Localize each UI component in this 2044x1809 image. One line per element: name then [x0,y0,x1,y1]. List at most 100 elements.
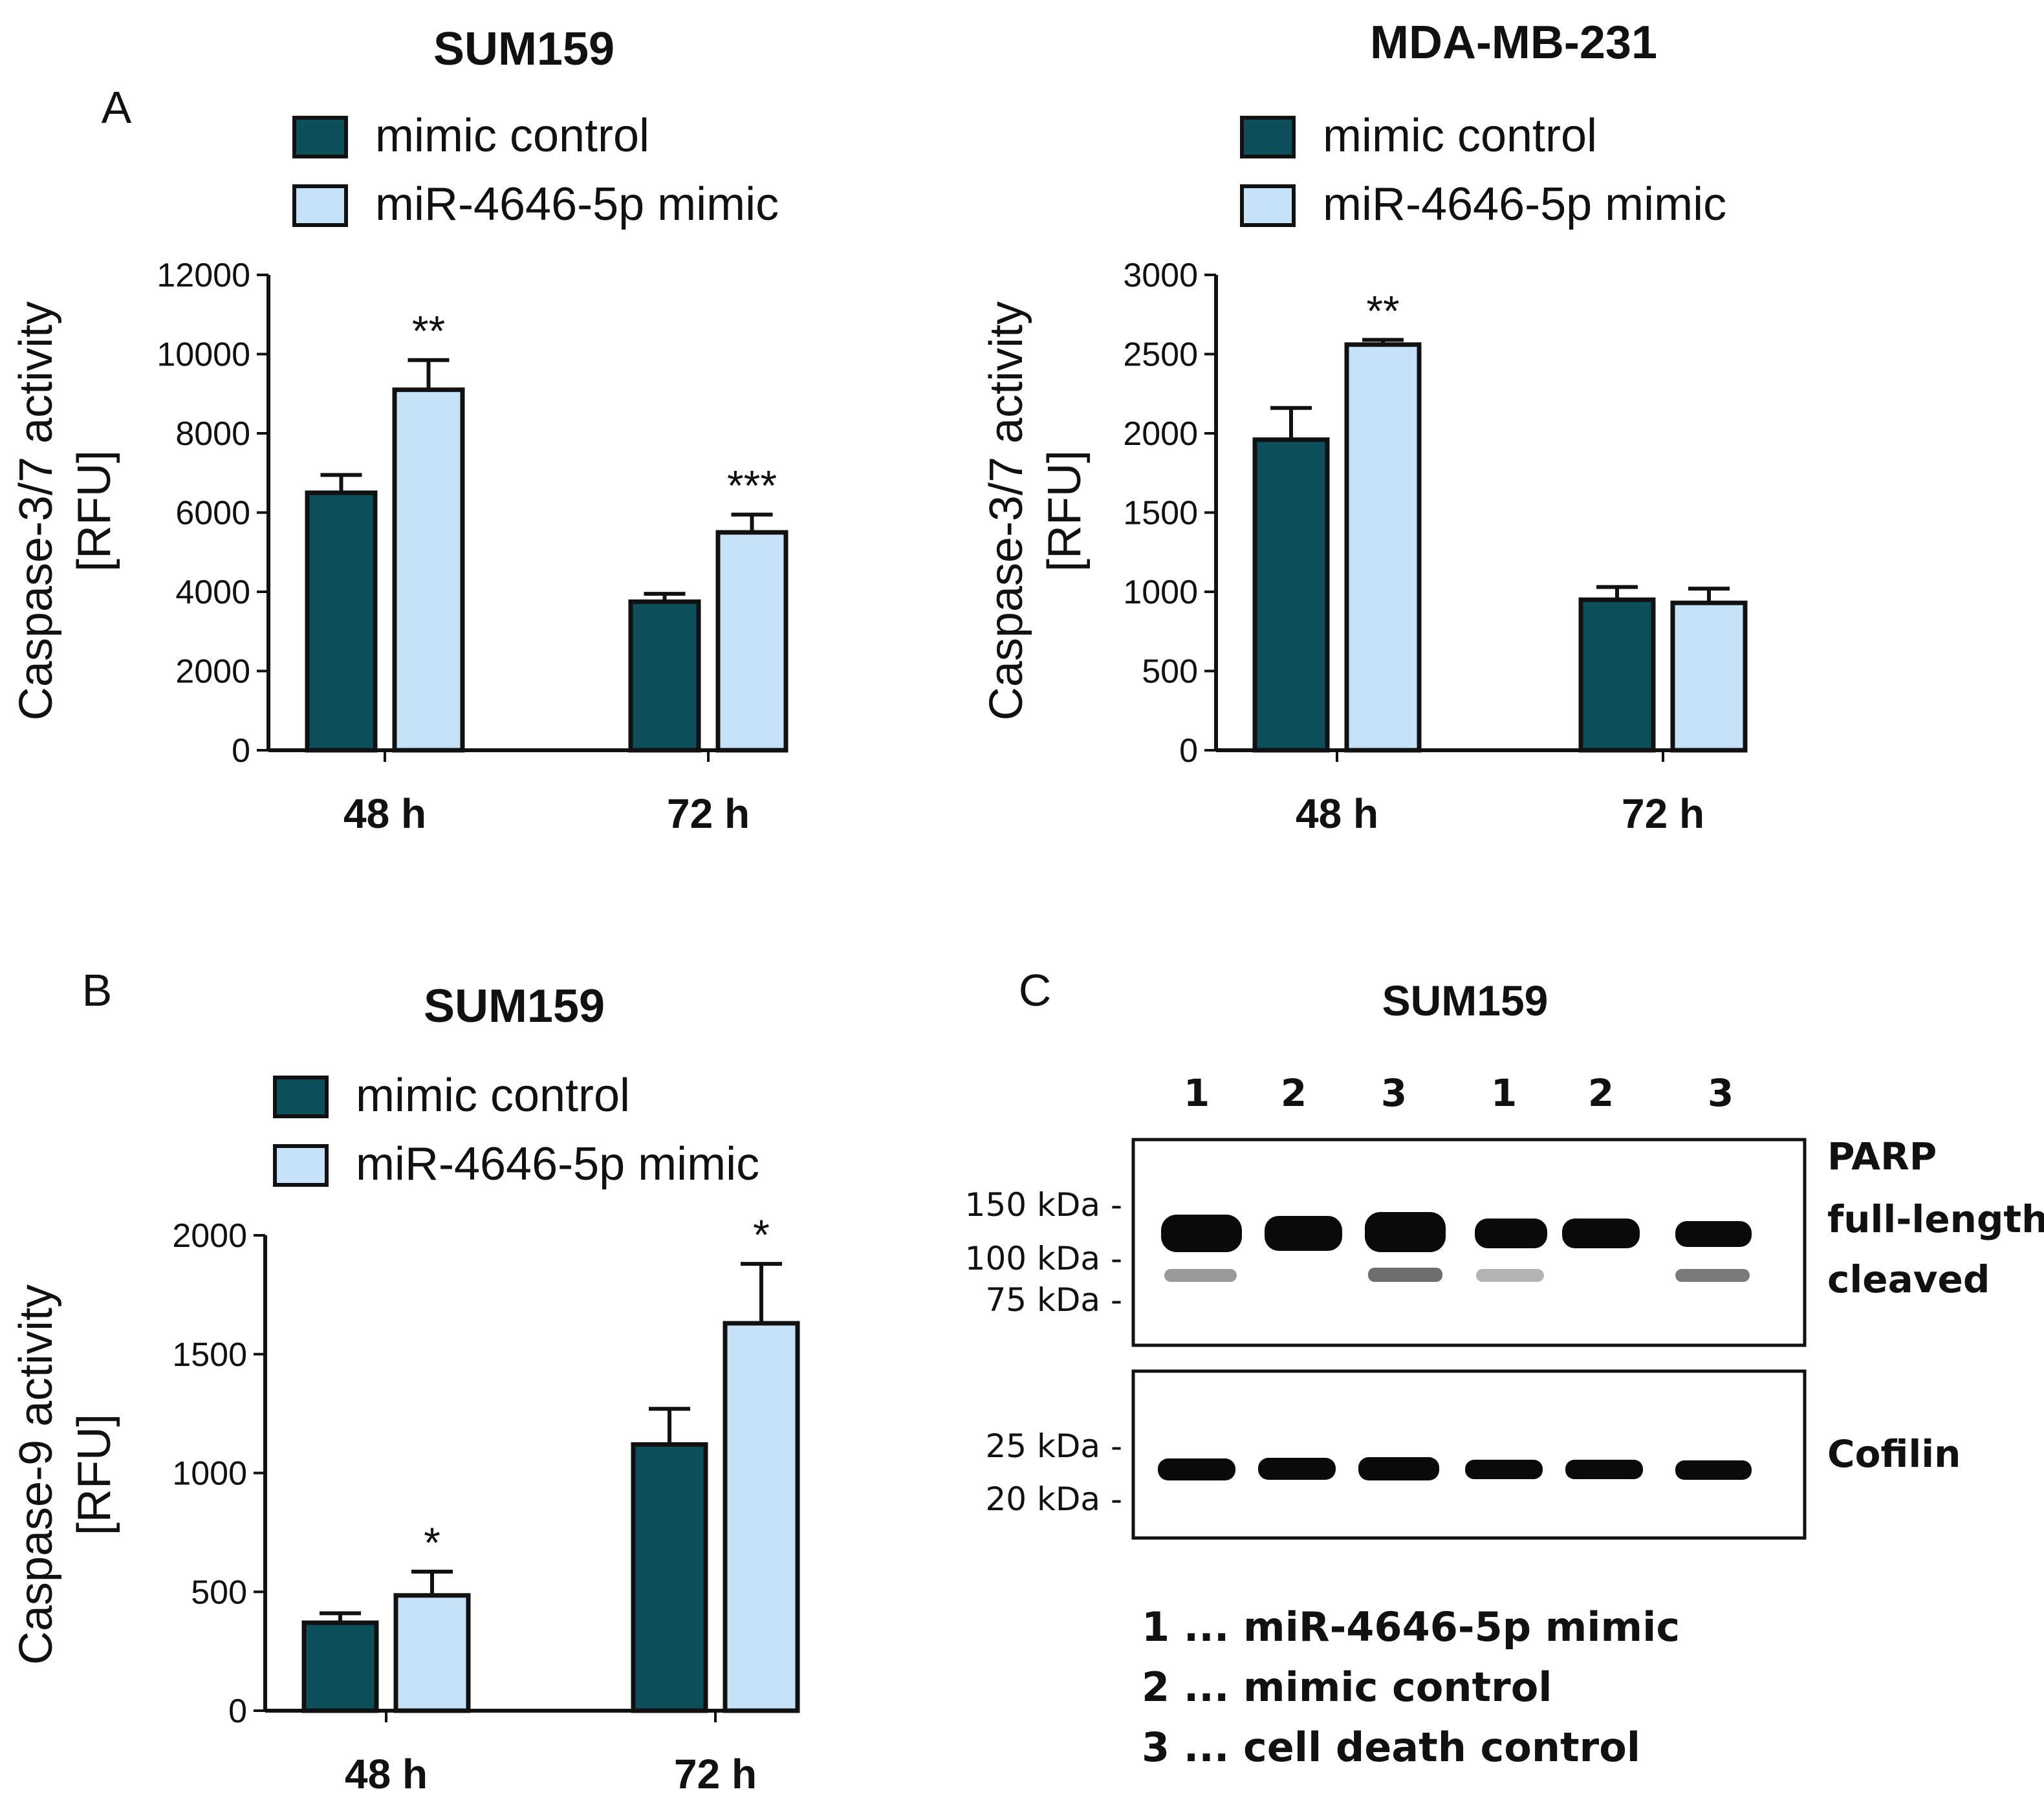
legend-label-control: mimic control [1323,110,1597,162]
cleaved-label: cleaved [1827,1257,1990,1301]
band [1258,1458,1336,1480]
y-tick-label: 8000 [175,415,250,453]
mw-marker: 100 kDa - [965,1240,1122,1277]
y-tick-label: 2500 [1123,336,1198,374]
lane-key-item: 3 ... cell death control [1142,1724,1640,1771]
legend-label-mimic: miR-4646-5p mimic [375,179,779,230]
x-tick-label: 48 h [343,790,426,837]
y-tick-label: 3000 [1123,257,1198,294]
y-tick-label: 10000 [157,336,250,374]
band [1358,1457,1439,1480]
band [1365,1212,1446,1252]
bar [301,1620,379,1713]
x-tick-label: 72 h [667,790,750,837]
bar [631,1442,708,1713]
y-tick-label: 12000 [157,257,250,294]
mw-marker: 25 kDa - [985,1427,1122,1465]
chart-b: B SUM159 mimic control miR-4646-5p mimic… [10,965,800,1797]
y-tick-label: 1000 [172,1455,247,1493]
blot-labels: PARP full-length cleaved Cofilin [1827,1134,2044,1476]
legend: mimic control miR-4646-5p mimic [273,1070,759,1190]
bar [305,490,378,753]
y-tick-label: 6000 [175,495,250,532]
lane-label: 3 [1381,1071,1407,1115]
legend-label-mimic: miR-4646-5p mimic [1323,179,1726,230]
y-tick-label: 0 [232,732,250,770]
lane-label: 2 [1588,1071,1614,1115]
lane-label: 1 [1184,1071,1210,1115]
legend: mimic control miR-4646-5p mimic [292,110,779,230]
legend-swatch-control [292,116,348,158]
panel-letter-c: C [1019,965,1052,1015]
x-tick-label: 72 h [1622,790,1704,837]
band [1265,1216,1342,1251]
legend-label-mimic: miR-4646-5p mimic [356,1138,759,1190]
parp-full-length-bands [1161,1212,1752,1252]
lane-label: 2 [1281,1071,1307,1115]
x-tick-label: 72 h [674,1751,757,1797]
y-axis-title-line1: Caspase-3/7 activity [981,301,1032,720]
band [1475,1219,1547,1248]
y-tick-label: 2000 [175,653,250,691]
band [1161,1215,1242,1252]
y-axis-title: Caspase-3/7 activity [RFU] [10,301,120,720]
lane-label: 1 [1491,1071,1517,1115]
y-tick-label: 1500 [172,1336,247,1374]
plot-area: 0 500 1000 1500 2000 * 48 h * 72 h [172,1211,800,1797]
band [1675,1221,1752,1247]
plot-area: 0 500 1000 1500 2000 2500 3000 ** 48 h 72 h [1123,257,1748,837]
mw-marker: 150 kDa - [965,1186,1122,1224]
western-blot: C SUM159 1 2 3 1 2 3 [965,965,2044,1771]
cofilin-label: Cofilin [1827,1432,1961,1476]
bar [393,1593,471,1713]
band [1368,1268,1442,1282]
parp-cleaved-bands [1164,1268,1750,1282]
parp-label: PARP [1827,1134,1937,1178]
band [1675,1460,1752,1480]
legend-swatch-mimic [292,184,348,227]
x-tick-label: 48 h [1296,790,1378,837]
lane-labels: 1 2 3 1 2 3 [1184,1071,1734,1115]
full-length-label: full-length [1827,1197,2044,1241]
band [1565,1460,1643,1479]
significance-label: ** [1366,287,1399,334]
y-axis-title-line2: [RFU] [1039,450,1091,572]
legend-swatch-control [273,1076,329,1118]
y-axis-title-line2: [RFU] [69,450,120,572]
y-axis-title: Caspase-3/7 activity [RFU] [981,301,1091,720]
blot-title: SUM159 [1382,977,1549,1024]
bar [1670,600,1748,753]
mw-marker: 20 kDa - [985,1480,1122,1518]
y-axis-title-line2: [RFU] [69,1414,120,1535]
legend-label-control: mimic control [375,110,649,162]
band [1675,1269,1750,1282]
significance-label: ** [412,307,445,355]
panel-letter-a: A [102,82,132,133]
legend: mimic control miR-4646-5p mimic [1240,110,1726,230]
mw-markers: 150 kDa - 100 kDa - 75 kDa - 25 kDa - 20… [965,1186,1122,1518]
bar [1578,597,1656,753]
y-tick-label: 2000 [1123,415,1198,453]
chart-a-right: MDA-MB-231 mimic control miR-4646-5p mim… [981,17,1748,837]
y-tick-label: 1500 [1123,495,1198,532]
band [1476,1269,1544,1282]
lane-key-item: 1 ... miR-4646-5p mimic [1142,1603,1680,1651]
bar [715,530,788,753]
y-axis-title-line1: Caspase-3/7 activity [10,301,62,720]
plot-area: 0 2000 4000 6000 8000 10000 12000 ** 48 h *** 72 h [157,257,788,837]
bar [723,1321,800,1713]
lane-label: 3 [1708,1071,1734,1115]
chart-title: SUM159 [424,980,605,1032]
bar [1252,437,1330,753]
band [1158,1458,1235,1480]
legend-label-control: mimic control [356,1070,630,1121]
y-tick-label: 0 [1179,732,1198,770]
chart-title: MDA-MB-231 [1370,17,1657,69]
significance-label: *** [727,462,777,510]
mw-marker: 75 kDa - [985,1281,1122,1319]
significance-label: * [753,1211,770,1259]
y-tick-label: 4000 [175,574,250,611]
bar [628,599,701,753]
lane-key: 1 ... miR-4646-5p mimic 2 ... mimic cont… [1142,1603,1680,1771]
cofilin-blot [1131,1369,1807,1540]
